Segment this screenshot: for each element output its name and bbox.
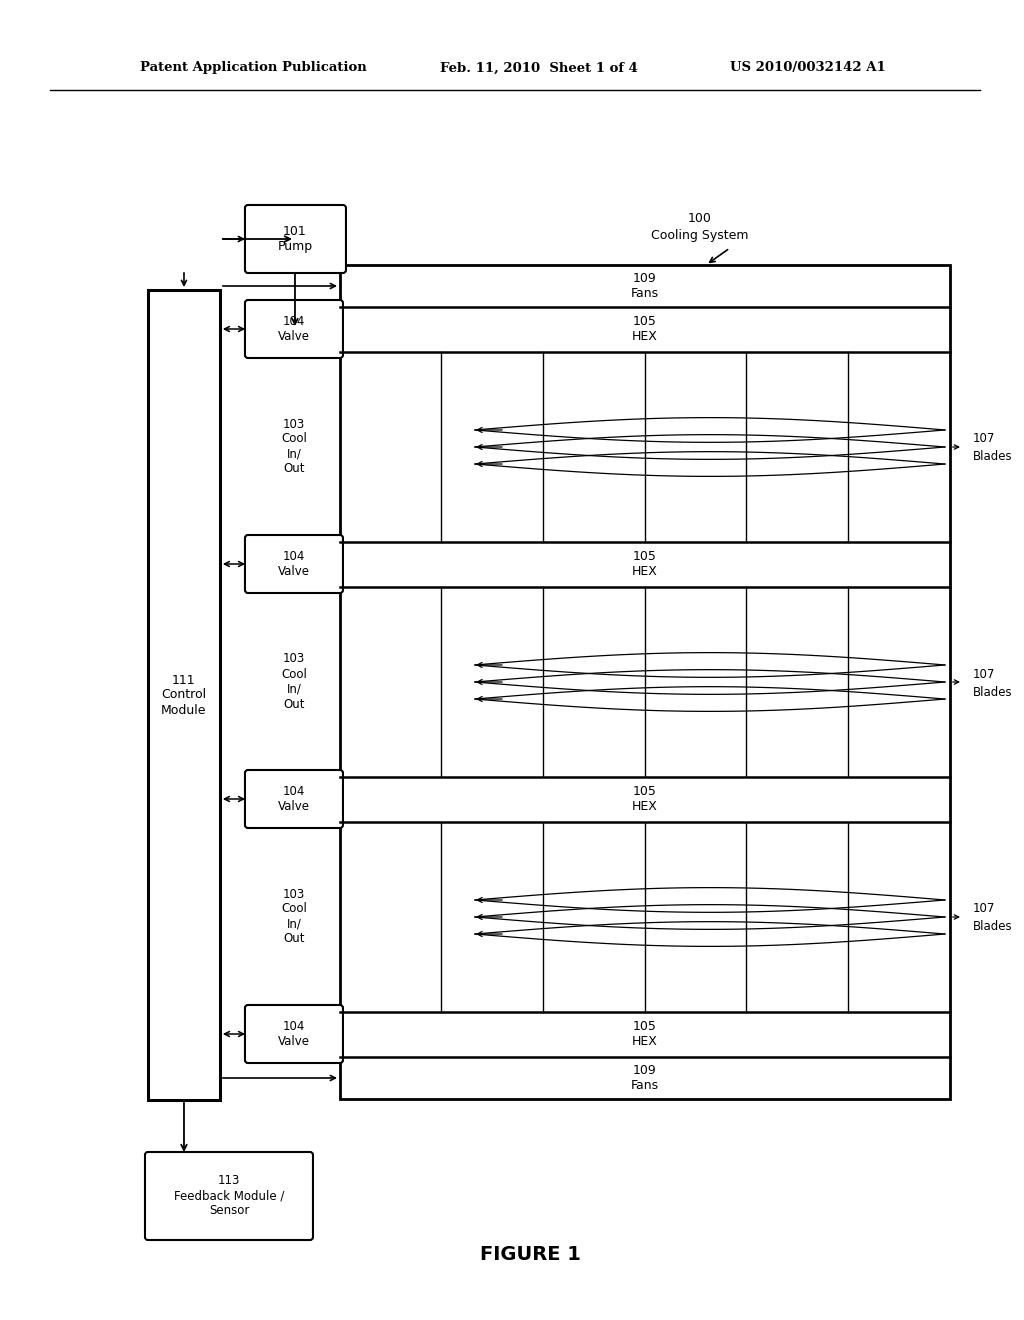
Text: 103
Cool
In/
Out: 103 Cool In/ Out: [281, 887, 307, 945]
Text: 113
Feedback Module /
Sensor: 113 Feedback Module / Sensor: [174, 1175, 285, 1217]
FancyBboxPatch shape: [148, 290, 220, 1100]
Text: 103
Cool
In/
Out: 103 Cool In/ Out: [281, 417, 307, 475]
Text: Cooling System: Cooling System: [651, 230, 749, 243]
Text: 109
Fans: 109 Fans: [631, 1064, 659, 1092]
Text: Patent Application Publication: Patent Application Publication: [140, 62, 367, 74]
Text: 105
HEX: 105 HEX: [632, 1020, 657, 1048]
Text: 100: 100: [688, 211, 712, 224]
FancyBboxPatch shape: [340, 265, 950, 1100]
Text: 103
Cool
In/
Out: 103 Cool In/ Out: [281, 652, 307, 710]
FancyBboxPatch shape: [145, 1152, 313, 1239]
Text: 101
Pump: 101 Pump: [278, 224, 312, 253]
FancyBboxPatch shape: [245, 770, 343, 828]
Text: 109
Fans: 109 Fans: [631, 272, 659, 300]
Text: US 2010/0032142 A1: US 2010/0032142 A1: [730, 62, 886, 74]
Text: 107: 107: [973, 433, 995, 446]
Text: Blades: Blades: [973, 920, 1013, 933]
Text: 104
Valve: 104 Valve: [278, 785, 310, 813]
Text: 104
Valve: 104 Valve: [278, 550, 310, 578]
Text: 105
HEX: 105 HEX: [632, 315, 657, 343]
Text: 104
Valve: 104 Valve: [278, 315, 310, 343]
Text: FIGURE 1: FIGURE 1: [479, 1246, 581, 1265]
Text: 104
Valve: 104 Valve: [278, 1020, 310, 1048]
Text: Blades: Blades: [973, 685, 1013, 698]
Text: Feb. 11, 2010  Sheet 1 of 4: Feb. 11, 2010 Sheet 1 of 4: [440, 62, 638, 74]
Text: 105
HEX: 105 HEX: [632, 550, 657, 578]
Text: 105
HEX: 105 HEX: [632, 785, 657, 813]
FancyBboxPatch shape: [245, 535, 343, 593]
FancyBboxPatch shape: [245, 300, 343, 358]
Text: 111
Control
Module: 111 Control Module: [161, 673, 207, 717]
FancyBboxPatch shape: [245, 1005, 343, 1063]
Text: Blades: Blades: [973, 450, 1013, 463]
Text: 107: 107: [973, 903, 995, 916]
Text: 107: 107: [973, 668, 995, 681]
FancyBboxPatch shape: [245, 205, 346, 273]
